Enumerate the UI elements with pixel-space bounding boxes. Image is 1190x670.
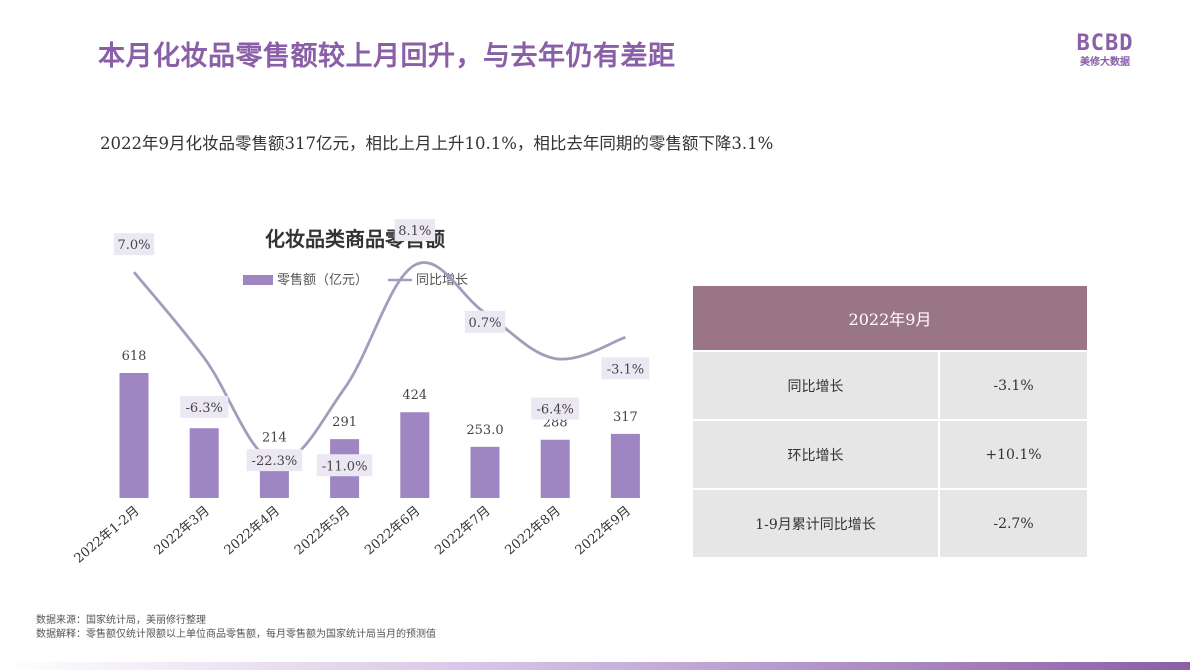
growth-label-box — [464, 310, 506, 333]
growth-value-label: -6.3% — [185, 401, 222, 416]
summary-header-row: 2022年9月 — [693, 286, 1087, 352]
page-subtitle: 2022年9月化妆品零售额317亿元，相比上月上升10.1%，相比去年同期的零售… — [100, 134, 774, 153]
chart-legend: 零售额（亿元） 同比增长 — [243, 272, 468, 288]
bar — [470, 446, 500, 498]
x-axis-ticks: 2022年1-2月 2022年3月 2022年4月 2022年5月 2022年6月 202… — [72, 504, 634, 567]
growth-value-label: -3.1% — [607, 362, 644, 377]
growth-line — [132, 261, 626, 463]
growth-label-box — [246, 449, 303, 472]
bar — [540, 439, 570, 498]
growth-value-label: -6.4% — [536, 403, 573, 418]
bar-value-label: 424 — [402, 388, 427, 403]
bar — [189, 428, 219, 498]
brand-logo: BCBD 美修大数据 — [1060, 32, 1150, 70]
bar-value-label: 253.0 — [466, 423, 503, 438]
summary-table: 2022年9月 同比增长 -3.1% 环比增长 +10.1% 1-9月累计同比增… — [693, 286, 1087, 559]
footnotes: 数据来源：国家统计局，美丽修行整理 数据解释：零售额仅统计限额以上单位商品零售额… — [36, 614, 436, 642]
x-tick-label: 2022年1-2月 — [72, 504, 143, 567]
table-row: 环比增长 +10.1% — [693, 421, 1087, 490]
x-tick-label: 2022年8月 — [503, 504, 564, 559]
x-tick-label: 2022年3月 — [152, 504, 213, 559]
summary-header: 2022年9月 — [693, 286, 1087, 352]
bar-value-label: 291 — [332, 415, 357, 430]
x-tick-label: 2022年6月 — [362, 504, 423, 559]
growth-line-series: 7.0% -6.3% -22.3% -11.0% 8.1% 0.7% -6.4% -3.1% — [113, 219, 650, 477]
growth-label-box — [316, 454, 373, 477]
bar — [400, 412, 430, 498]
row-label-mom: 环比增长 — [693, 421, 940, 490]
growth-value-label: -11.0% — [322, 459, 368, 474]
row-value-yoy: -3.1% — [940, 352, 1087, 421]
legend-label-bar: 零售额（亿元） — [277, 272, 368, 288]
logo-mark: BCBD — [1076, 31, 1134, 56]
growth-value-label: -22.3% — [252, 454, 298, 469]
retail-sales-chart: 化妆品类商品零售额 零售额（亿元） 同比增长 61834521429142425… — [72, 219, 650, 567]
logo-text: 美修大数据 — [1080, 57, 1130, 68]
growth-value-label: 8.1% — [398, 224, 431, 239]
bottom-accent-bar — [0, 662, 1190, 670]
growth-label-box — [601, 357, 650, 380]
x-tick-label: 2022年7月 — [432, 504, 493, 559]
growth-value-label: 7.0% — [117, 238, 150, 253]
row-label-ytd: 1-9月累计同比增长 — [693, 490, 940, 559]
page-title: 本月化妆品零售额较上月回升，与去年仍有差距 — [98, 41, 676, 72]
bar — [119, 373, 149, 498]
growth-label-box — [394, 219, 435, 242]
growth-label-box — [180, 395, 229, 418]
legend-label-line: 同比增长 — [416, 273, 468, 288]
x-tick-label: 2022年5月 — [292, 504, 353, 559]
legend-swatch-bar — [243, 275, 273, 285]
x-tick-label: 2022年4月 — [222, 504, 283, 559]
table-row: 同比增长 -3.1% — [693, 352, 1087, 421]
row-label-yoy: 同比增长 — [693, 352, 940, 421]
growth-label-box — [531, 397, 580, 420]
data-source-note: 数据来源：国家统计局，美丽修行整理 — [36, 615, 206, 626]
row-value-mom: +10.1% — [940, 421, 1087, 490]
row-value-ytd: -2.7% — [940, 490, 1087, 559]
growth-label-box — [113, 233, 155, 256]
bar-value-label: 317 — [613, 410, 638, 425]
growth-value-label: 0.7% — [468, 316, 501, 331]
table-row: 1-9月累计同比增长 -2.7% — [693, 490, 1087, 559]
bar-value-label: 214 — [262, 431, 287, 446]
data-explanation-note: 数据解释：零售额仅统计限额以上单位商品零售额，每月零售额为国家统计局当月的预测值 — [36, 629, 436, 640]
bar-value-label: 618 — [122, 349, 147, 364]
bar — [610, 433, 640, 498]
x-tick-label: 2022年9月 — [573, 504, 634, 559]
